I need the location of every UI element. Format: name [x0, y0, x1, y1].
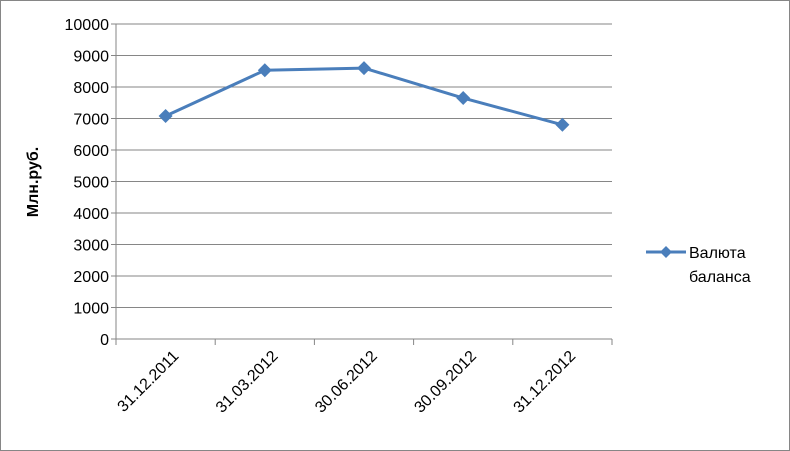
gridlines [116, 23, 612, 308]
x-tick-label: 31.12.2011 [115, 348, 183, 416]
x-tick-labels: 31.12.2011 31.03.2012 30.06.2012 30.09.2012… [115, 348, 580, 417]
x-tick-label: 30.09.2012 [411, 348, 480, 417]
y-tick-label: 4000 [73, 206, 109, 223]
data-point-marker [257, 63, 272, 78]
x-tick-label: 30.06.2012 [312, 348, 381, 417]
y-tick-label: 5000 [73, 175, 109, 192]
legend-marker-diamond-icon [660, 246, 672, 258]
y-tick-label: 2000 [73, 269, 109, 286]
y-tick-label: 10000 [65, 17, 110, 34]
y-tick-label: 0 [100, 332, 109, 349]
data-point-marker [555, 117, 570, 132]
y-tick-label: 1000 [73, 301, 109, 318]
x-tick-label: 31.03.2012 [213, 348, 282, 417]
legend: Валюта баланса [646, 245, 751, 286]
data-point-marker [158, 108, 173, 123]
y-tick-label: 9000 [73, 49, 109, 66]
data-point-marker [357, 61, 371, 76]
legend-label-line1: Валюта [689, 245, 746, 262]
y-tick-label: 8000 [73, 80, 109, 97]
axes [111, 23, 613, 345]
data-point-marker [456, 91, 471, 106]
y-tick-label: 3000 [73, 238, 109, 255]
y-tick-label: 6000 [73, 143, 109, 160]
y-tick-label: 7000 [73, 112, 109, 129]
y-axis-title: Млн.руб. [25, 147, 42, 217]
series [158, 61, 570, 132]
x-tick-label: 31.12.2012 [511, 348, 580, 417]
legend-label-line2: баланса [689, 269, 751, 286]
y-tick-labels: 0 1000 2000 3000 4000 5000 6000 7000 8000 9000 100… [65, 17, 110, 349]
series-line [164, 66, 563, 127]
